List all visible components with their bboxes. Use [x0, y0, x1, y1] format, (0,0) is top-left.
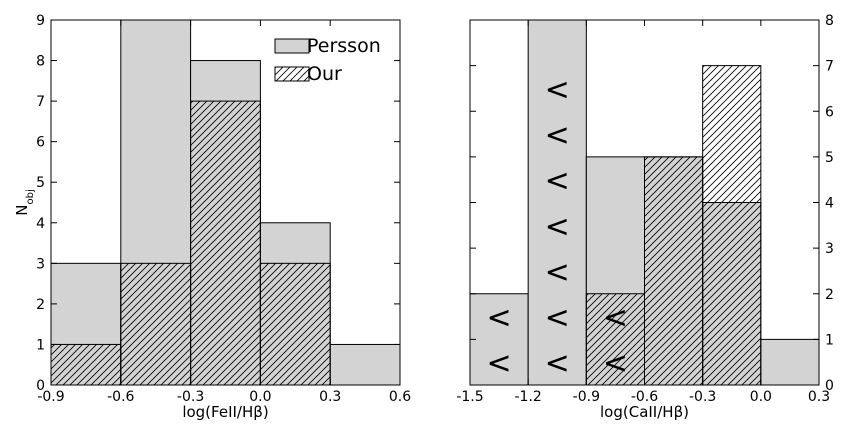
right-upper-limit-marker: < — [545, 209, 570, 244]
right-y-axis: 0 1 2 3 4 5 6 7 8 — [470, 13, 834, 394]
right-x-tick-label: -1.2 — [515, 389, 542, 405]
left-y-tick-label: 9 — [36, 13, 45, 29]
left-our-bar-1 — [120, 262, 192, 386]
right-y-tick-label: 7 — [825, 59, 834, 75]
right-upper-limit-marker: < — [545, 346, 570, 381]
left-x-axis-label: log(FeII/Hβ) — [182, 403, 268, 421]
legend-swatch-our — [274, 66, 310, 82]
right-x-axis: -1.5 -1.2 -0.9 -0.6 -0.3 0.0 0.3 — [456, 20, 830, 405]
legend-swatch-persson — [274, 38, 310, 54]
left-x-tick-label: -0.6 — [107, 389, 134, 405]
right-x-tick-label: 0.0 — [750, 389, 772, 405]
left-y-tick-label: 2 — [36, 297, 45, 313]
left-plot-frame — [50, 19, 401, 386]
right-persson-bar-1 — [527, 19, 587, 386]
right-upper-limit-marker: < — [545, 255, 570, 290]
right-panel: < < < < < < < < < < < -1.5 -1.2 -0.9 -0.6 -0.3 0.0 0.3 0… — [456, 13, 834, 421]
right-persson-bar-0 — [469, 293, 529, 386]
left-our-bar-2 — [190, 100, 261, 386]
left-x-tick-label: -0.9 — [37, 389, 64, 405]
right-our-bars — [585, 65, 762, 386]
left-y-axis: 0 1 2 3 4 5 6 7 8 9 — [36, 13, 400, 394]
left-y-tick-label: 1 — [36, 337, 45, 353]
right-upper-limit-marker: < — [545, 301, 570, 336]
right-x-tick-label: -1.5 — [456, 389, 483, 405]
right-our-bar-2 — [585, 293, 645, 386]
right-y-tick-label: 2 — [825, 287, 834, 303]
right-x-tick-label: -0.6 — [631, 389, 658, 405]
left-panel: -0.9 -0.6 -0.3 0.0 0.3 0.6 0 1 2 3 4 5 6 7 8 9 log(FeI… — [13, 13, 411, 421]
left-our-bar-3 — [259, 262, 331, 386]
left-persson-bar-4 — [329, 343, 401, 386]
right-x-tick-label: -0.9 — [573, 389, 600, 405]
right-y-tick-label: 1 — [825, 332, 834, 348]
right-upper-limit-marker: < — [487, 301, 512, 336]
legend: Persson Our — [274, 35, 381, 85]
left-y-tick-label: 0 — [36, 378, 45, 394]
left-x-tick-label: 0.3 — [319, 389, 341, 405]
right-upper-limit-marker: < — [603, 346, 628, 381]
left-x-tick-label: 0.6 — [389, 389, 411, 405]
right-upper-limit-markers: < < < < < < < < < < < — [487, 72, 628, 381]
right-y-tick-label: 5 — [825, 150, 834, 166]
legend-label-persson: Persson — [307, 35, 381, 57]
left-x-axis: -0.9 -0.6 -0.3 0.0 0.3 0.6 — [37, 20, 411, 405]
right-x-tick-label: -0.3 — [689, 389, 716, 405]
left-y-tick-label: 6 — [36, 135, 45, 151]
right-y-tick-label: 3 — [825, 241, 834, 257]
left-y-tick-label: 7 — [36, 94, 45, 110]
right-x-tick-label: 0.3 — [808, 389, 830, 405]
right-y-tick-label: 6 — [825, 104, 834, 120]
right-upper-limit-marker: < — [545, 118, 570, 153]
left-x-tick-label: 0.0 — [249, 389, 271, 405]
right-upper-limit-marker: < — [545, 72, 570, 107]
right-our-bar-3 — [644, 156, 704, 386]
legend-label-our: Our — [307, 63, 342, 85]
left-y-axis-label: Nobj — [13, 189, 36, 215]
right-upper-limit-marker: < — [603, 301, 628, 336]
left-y-tick-label: 3 — [36, 256, 45, 272]
right-upper-limit-marker: < — [545, 164, 570, 199]
left-x-tick-label: -0.3 — [177, 389, 204, 405]
right-upper-limit-marker: < — [487, 346, 512, 381]
left-y-tick-label: 4 — [36, 216, 45, 232]
left-y-tick-label: 8 — [36, 54, 45, 70]
left-y-tick-label: 5 — [36, 175, 45, 191]
right-y-tick-label: 4 — [825, 196, 834, 212]
right-y-tick-label: 8 — [825, 13, 834, 29]
left-our-bar-0 — [50, 343, 122, 386]
left-y-axis-label-main: N — [13, 205, 31, 216]
right-persson-bar-5 — [760, 338, 820, 386]
right-y-tick-label: 0 — [825, 378, 834, 394]
left-y-axis-label-subscript: obj — [25, 189, 36, 204]
right-x-axis-label: log(CaII/Hβ) — [600, 403, 689, 421]
right-our-bar-4 — [702, 65, 762, 386]
